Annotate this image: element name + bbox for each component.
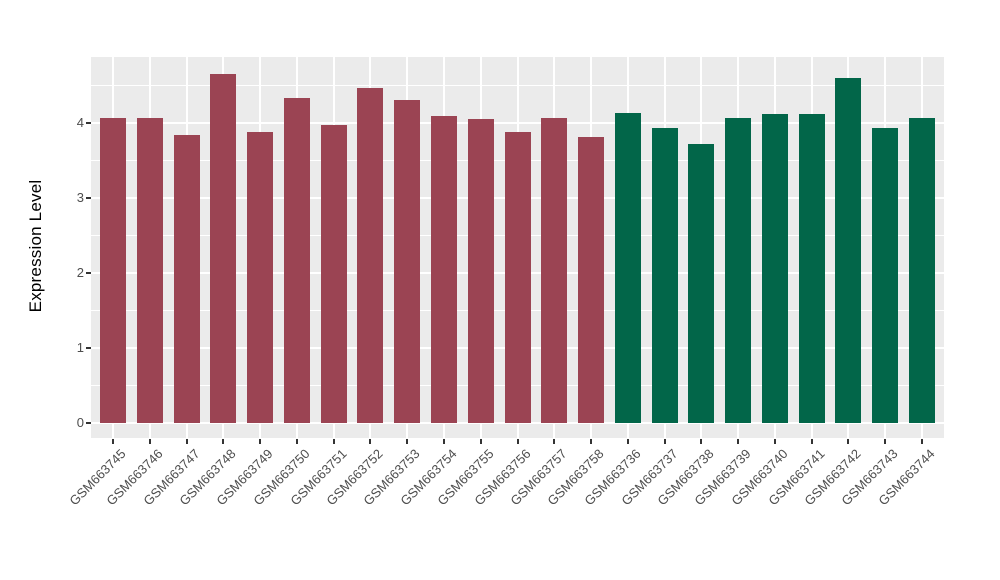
y-tick-mark xyxy=(86,196,91,199)
x-tick-mark xyxy=(148,439,151,444)
x-tick-mark xyxy=(590,439,593,444)
bar-GSM663742 xyxy=(835,77,861,423)
bar-GSM663750 xyxy=(284,97,310,423)
bar-GSM663753 xyxy=(394,100,420,423)
x-tick-mark xyxy=(259,439,262,444)
plot-panel xyxy=(91,57,944,438)
x-tick-mark xyxy=(773,439,776,444)
bar-GSM663737 xyxy=(652,127,678,423)
x-tick-mark xyxy=(553,439,556,444)
x-tick-mark xyxy=(222,439,225,444)
bar-GSM663741 xyxy=(799,114,825,423)
bar-GSM663740 xyxy=(762,114,788,423)
x-tick-mark xyxy=(884,439,887,444)
y-tick-mark xyxy=(86,422,91,424)
x-tick-mark xyxy=(737,439,740,444)
bar-GSM663743 xyxy=(872,127,898,423)
minor-gridline xyxy=(91,85,944,87)
bar-GSM663746 xyxy=(137,118,163,423)
bar-GSM663754 xyxy=(431,115,457,423)
bar-GSM663757 xyxy=(541,118,567,423)
x-tick-mark xyxy=(810,439,813,444)
bar-GSM663751 xyxy=(321,124,347,423)
bar-GSM663752 xyxy=(357,88,383,423)
bar-GSM663738 xyxy=(688,143,714,423)
bar-GSM663747 xyxy=(174,134,200,423)
x-tick-mark xyxy=(920,439,923,444)
bar-GSM663756 xyxy=(505,131,531,423)
y-tick-mark xyxy=(86,271,91,274)
x-tick-mark xyxy=(479,439,482,444)
x-tick-mark xyxy=(442,439,445,444)
x-tick-mark xyxy=(112,439,115,444)
major-gridline xyxy=(91,422,944,424)
x-tick-mark xyxy=(516,439,519,444)
bar-GSM663758 xyxy=(578,136,604,423)
bar-GSM663755 xyxy=(468,118,494,423)
x-tick-mark xyxy=(332,439,335,444)
x-tick-mark xyxy=(847,439,850,444)
bar-GSM663736 xyxy=(615,112,641,423)
bar-GSM663749 xyxy=(247,132,273,423)
x-tick-mark xyxy=(626,439,629,444)
x-tick-mark xyxy=(700,439,703,444)
bar-GSM663748 xyxy=(210,73,236,423)
y-tick-label: 4 xyxy=(76,114,84,130)
x-tick-mark xyxy=(406,439,409,444)
bar-GSM663744 xyxy=(909,118,935,423)
y-tick-mark xyxy=(86,121,91,124)
x-tick-mark xyxy=(663,439,666,444)
bar-GSM663739 xyxy=(725,118,751,423)
y-tick-label: 1 xyxy=(76,339,84,355)
y-tick-mark xyxy=(86,346,91,349)
bar-GSM663745 xyxy=(100,118,126,423)
major-gridline xyxy=(91,121,944,124)
x-tick-mark xyxy=(295,439,298,444)
x-tick-mark xyxy=(369,439,372,444)
x-tick-mark xyxy=(185,439,188,444)
y-tick-label: 3 xyxy=(76,189,84,205)
y-tick-label: 0 xyxy=(76,415,84,430)
y-tick-label: 2 xyxy=(76,264,84,280)
